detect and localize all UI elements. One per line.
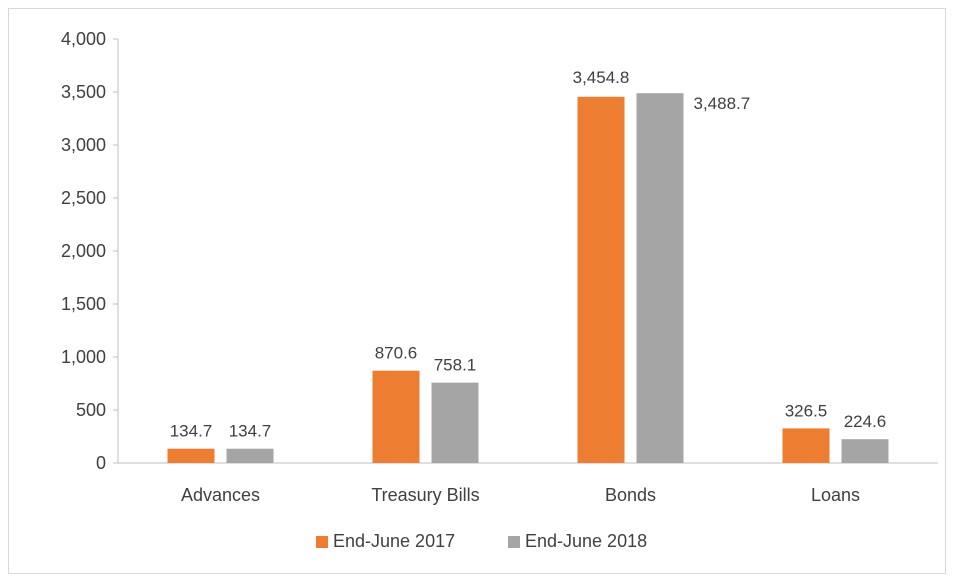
- y-tick-label: 1,500: [61, 294, 106, 314]
- bar: [432, 383, 479, 463]
- data-label: 134.7: [229, 422, 272, 441]
- data-label: 3,488.7: [694, 94, 751, 113]
- data-label: 134.7: [170, 422, 213, 441]
- bar: [637, 93, 684, 463]
- x-category-label: Bonds: [605, 485, 656, 505]
- legend-swatch: [316, 536, 328, 548]
- x-category-label: Loans: [811, 485, 860, 505]
- x-category-label: Treasury Bills: [371, 485, 479, 505]
- bar: [168, 449, 215, 463]
- data-label: 758.1: [434, 356, 477, 375]
- data-label: 326.5: [785, 401, 828, 420]
- data-label: 870.6: [375, 344, 418, 363]
- y-tick-label: 3,000: [61, 135, 106, 155]
- x-category-label: Advances: [181, 485, 260, 505]
- y-tick-label: 500: [76, 400, 106, 420]
- bar: [227, 449, 274, 463]
- legend-swatch: [508, 536, 520, 548]
- data-label: 224.6: [844, 412, 887, 431]
- y-tick-label: 0: [96, 453, 106, 473]
- y-tick-label: 4,000: [61, 29, 106, 49]
- y-tick-label: 2,500: [61, 188, 106, 208]
- legend-label: End-June 2018: [525, 531, 647, 551]
- bar: [578, 97, 625, 463]
- y-tick-label: 1,000: [61, 347, 106, 367]
- bar: [783, 428, 830, 463]
- data-label: 3,454.8: [573, 68, 630, 87]
- bar: [373, 371, 420, 463]
- bar: [842, 439, 889, 463]
- y-tick-label: 2,000: [61, 241, 106, 261]
- y-tick-label: 3,500: [61, 82, 106, 102]
- legend-label: End-June 2017: [333, 531, 455, 551]
